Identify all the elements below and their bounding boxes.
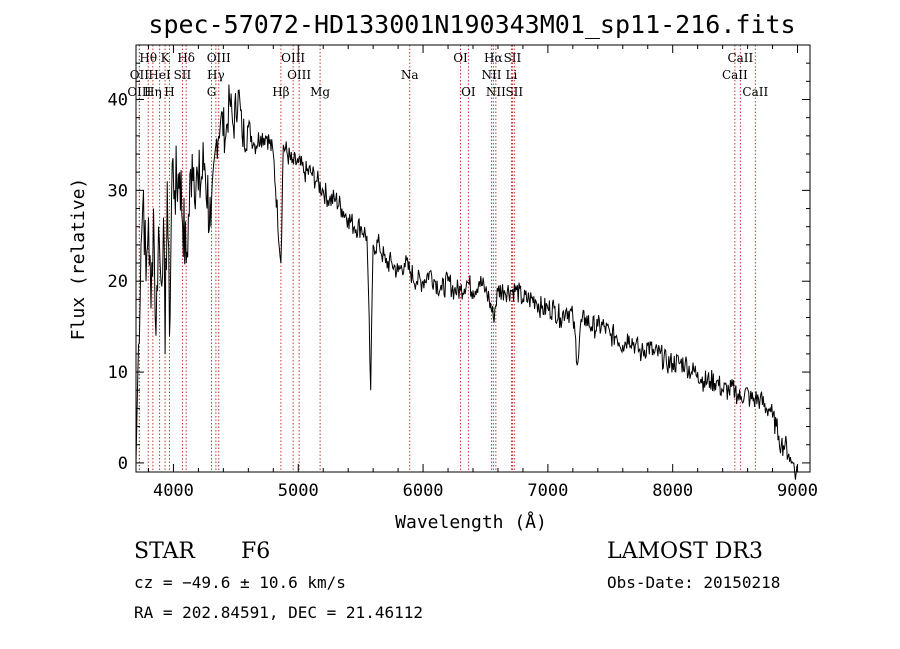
obs-date: Obs-Date: 20150218 xyxy=(607,573,781,592)
line-label-G: G xyxy=(207,85,217,99)
y-tick-label: 20 xyxy=(108,272,128,292)
y-tick-label: 10 xyxy=(108,363,128,383)
object-subclass: F6 xyxy=(241,539,271,564)
line-label-OI-a: OI xyxy=(453,51,468,65)
line-label-OII-a: OII xyxy=(130,68,150,82)
line-label-H-eta: Hη xyxy=(144,85,162,99)
x-tick-label: 9000 xyxy=(777,481,818,501)
x-tick-label: 6000 xyxy=(403,481,444,501)
x-tick-label: 7000 xyxy=(527,481,568,501)
line-label-HeI: HeI xyxy=(148,68,171,82)
x-tick-label: 8000 xyxy=(652,481,693,501)
y-tick-label: 0 xyxy=(118,454,128,474)
line-label-Na: Na xyxy=(401,68,419,82)
line-label-H: H xyxy=(164,85,174,99)
line-label-NII-a: NII xyxy=(481,68,501,82)
object-class: STAR xyxy=(134,539,195,564)
line-label-NII-b: NII xyxy=(486,85,506,99)
spectrum-line xyxy=(135,84,798,480)
line-label-OIII-d: OIII xyxy=(287,68,311,82)
chart-title: spec-57072-HD133001N190343M01_sp11-216.f… xyxy=(148,10,795,39)
line-label-H-delta: Hδ xyxy=(177,51,195,65)
x-axis-label: Wavelength (Å) xyxy=(395,511,547,533)
x-tick-label: 4000 xyxy=(153,481,194,501)
y-tick-label: 40 xyxy=(108,91,128,111)
line-label-CaII-c: CaII xyxy=(742,85,768,99)
line-label-H-beta: Hβ xyxy=(272,85,289,99)
line-label-H-gamma: Hγ xyxy=(207,68,225,82)
line-label-OIII-c: OIII xyxy=(281,51,305,65)
line-label-SII-a: SII xyxy=(174,68,192,82)
line-label-OIII-a: OIII xyxy=(127,85,151,99)
x-tick-label: 5000 xyxy=(278,481,319,501)
survey-name: LAMOST DR3 xyxy=(607,539,763,564)
y-tick-label: 30 xyxy=(108,181,128,201)
line-label-OIII-b: OIII xyxy=(207,51,231,65)
line-label-H-theta: Hθ xyxy=(139,51,157,65)
line-label-K: K xyxy=(161,51,171,65)
line-label-OI-b: OI xyxy=(461,85,476,99)
y-axis-label: Flux (relative) xyxy=(68,178,89,341)
plot-frame xyxy=(135,44,811,473)
line-label-SII-b: SII xyxy=(504,51,522,65)
line-label-Li: Li xyxy=(506,68,518,82)
line-label-H-alpha: Hα xyxy=(484,51,503,65)
line-label-SII-c: SII xyxy=(505,85,523,99)
line-label-CaII-a: CaII xyxy=(727,51,753,65)
redshift-cz: cz = −49.6 ± 10.6 km/s xyxy=(134,573,346,592)
line-label-Mg: Mg xyxy=(310,85,330,99)
line-label-CaII-b: CaII xyxy=(722,68,748,82)
ra-dec: RA = 202.84591, DEC = 21.46112 xyxy=(134,603,423,622)
